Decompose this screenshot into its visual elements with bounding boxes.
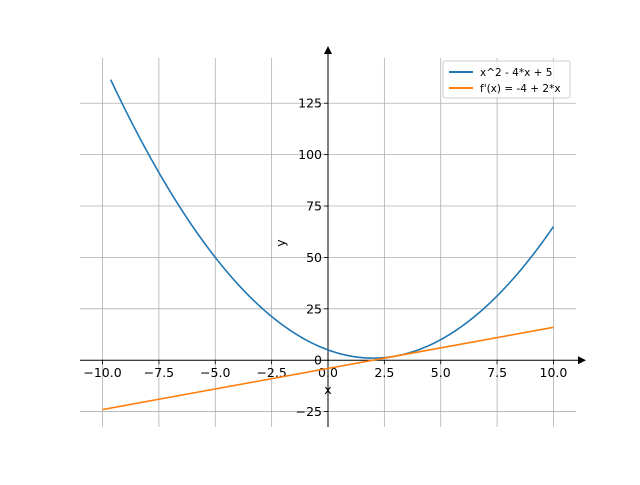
x-tick-label: −5.0 xyxy=(200,365,230,380)
y-tick-label: −25 xyxy=(296,404,322,419)
y-axis-arrow xyxy=(324,46,332,54)
x-tick-label: −7.5 xyxy=(144,365,174,380)
x-tick-label: 7.5 xyxy=(487,365,507,380)
series-lines xyxy=(102,79,555,411)
x-tick-label: 5.0 xyxy=(431,365,451,380)
y-tick-label: 75 xyxy=(306,199,322,214)
y-tick-label: 50 xyxy=(306,250,322,265)
legend-label-series-1: x^2 - 4*x + 5 xyxy=(480,67,552,79)
series-line-1 xyxy=(109,79,555,359)
x-tick-label: −10.0 xyxy=(83,365,121,380)
legend: x^2 - 4*x + 5 f'(x) = -4 + 2*x xyxy=(442,60,571,99)
legend-label-series-2: f'(x) = -4 + 2*x xyxy=(480,83,561,95)
x-axis-label: x xyxy=(324,382,331,397)
y-origin-label: 0 xyxy=(314,353,322,368)
axes xyxy=(80,46,586,427)
x-axis-arrow xyxy=(578,356,586,365)
y-tick-label: 25 xyxy=(306,301,322,316)
y-tick-label: 125 xyxy=(298,96,322,111)
series-line-2 xyxy=(102,326,554,411)
x-tick-label: −2.5 xyxy=(256,365,286,380)
y-axis-label: y xyxy=(273,239,288,247)
legend-frame xyxy=(442,60,571,99)
x-tick-label: 10.0 xyxy=(540,365,568,380)
x-tick-label: 2.5 xyxy=(374,365,394,380)
y-tick-label: 100 xyxy=(298,147,322,162)
tick-labels: −10.0 −7.5 −5.0 −2.5 0.0 2.5 5.0 7.5 10.0−252550… xyxy=(83,96,567,419)
